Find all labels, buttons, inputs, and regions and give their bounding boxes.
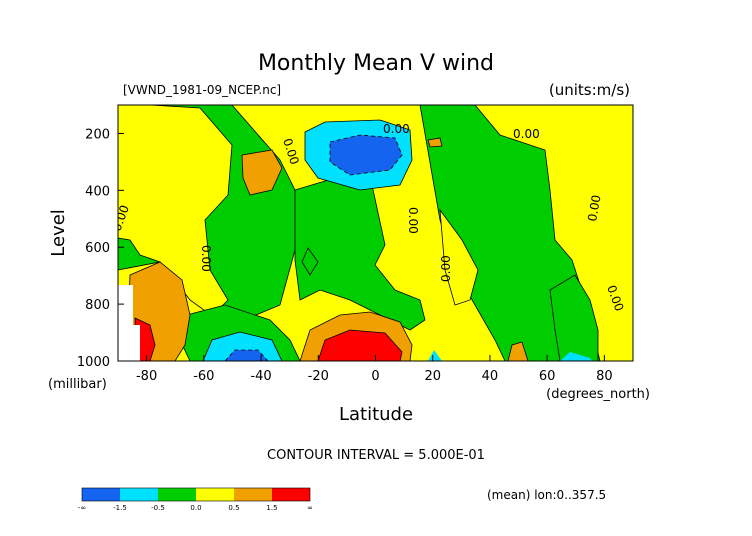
- colorbar-label: ∞: [307, 504, 313, 512]
- contour-labels: 0.00 0.00 0.00 0.00 0.00 0.00 0.00 0.00 …: [118, 122, 626, 313]
- colorbar-bin: [120, 488, 158, 501]
- y-tick-label: 1000: [77, 355, 110, 370]
- x-tick-label: -20: [308, 369, 329, 384]
- colorbar-label: -1.5: [113, 504, 127, 512]
- colorbar-label: -∞: [78, 504, 86, 512]
- colorbar-label: 0.5: [228, 504, 239, 512]
- region-negative-right: [549, 274, 599, 361]
- contour-label: 0.00: [406, 207, 420, 234]
- colorbar-bin: [234, 488, 272, 501]
- colorbar: -∞ -1.5 -0.5 0.0 0.5 1.5 ∞: [78, 487, 313, 512]
- y-tick-label: 400: [85, 184, 110, 199]
- contour-label: 0.00: [383, 122, 410, 136]
- region-orange-small: [507, 341, 529, 361]
- region-cyan-small-a: [428, 350, 442, 361]
- y-tick-label: 800: [85, 298, 110, 313]
- region-cyan-lower: [202, 331, 283, 361]
- x-tick-label: 80: [596, 369, 613, 384]
- region-blue-lower: [224, 349, 269, 361]
- y-axis-title: Level: [48, 209, 69, 257]
- contour-label: 0.00: [585, 194, 603, 223]
- file-label: [VWND_1981-09_NCEP.nc]: [123, 83, 281, 97]
- y-axis: 200 400 600 800 1000: [77, 127, 124, 370]
- contour-label: 0.00: [199, 245, 213, 272]
- domain-note: (mean) lon:0..357.5: [487, 488, 606, 502]
- x-tick-label: 20: [424, 369, 441, 384]
- x-tick-label: -40: [250, 369, 271, 384]
- x-tick-label: 0: [371, 369, 379, 384]
- colorbar-label: -0.5: [151, 504, 165, 512]
- x-axis-title: Latitude: [339, 404, 413, 425]
- colorbar-label: 1.5: [266, 504, 277, 512]
- y-tick-label: 200: [85, 127, 110, 142]
- x-tick-label: -60: [193, 369, 214, 384]
- region-positive-east: [474, 105, 633, 361]
- y-axis-units: (millibar): [48, 377, 107, 392]
- colorbar-bin: [272, 488, 310, 501]
- x-axis-units: (degrees_north): [546, 387, 650, 402]
- region-orange-tiny: [427, 137, 443, 148]
- units-label: (units:m/s): [549, 81, 630, 99]
- x-tick-label: 40: [482, 369, 499, 384]
- contour-label: 0.00: [439, 255, 453, 282]
- region-orange-upper: [241, 149, 283, 196]
- contour-label: 0.00: [513, 127, 540, 141]
- region-cyan-small-b: [560, 352, 592, 361]
- region-negative-band: [294, 174, 426, 331]
- colorbar-label: 0.0: [190, 504, 201, 512]
- x-axis: -80 -60 -40 -20 0 20 40 60 80: [136, 355, 613, 384]
- region-blue-upper: [329, 134, 403, 176]
- region-red-equator: [317, 329, 403, 361]
- colorbar-frame: [81, 487, 311, 502]
- chart-title: Monthly Mean V wind: [258, 51, 494, 76]
- y-tick-label: 600: [85, 241, 110, 256]
- region-negative-small: [301, 247, 319, 276]
- colorbar-bin: [158, 488, 196, 501]
- x-tick-label: -80: [136, 369, 157, 384]
- contour-interval-label: CONTOUR INTERVAL = 5.000E-01: [267, 448, 485, 463]
- plot-area: 0.00 0.00 0.00 0.00 0.00 0.00 0.00 0.00 …: [118, 105, 633, 361]
- x-tick-label: 60: [539, 369, 556, 384]
- colorbar-bin: [196, 488, 234, 501]
- colorbar-bin: [82, 488, 120, 501]
- region-positive-mid: [439, 208, 479, 306]
